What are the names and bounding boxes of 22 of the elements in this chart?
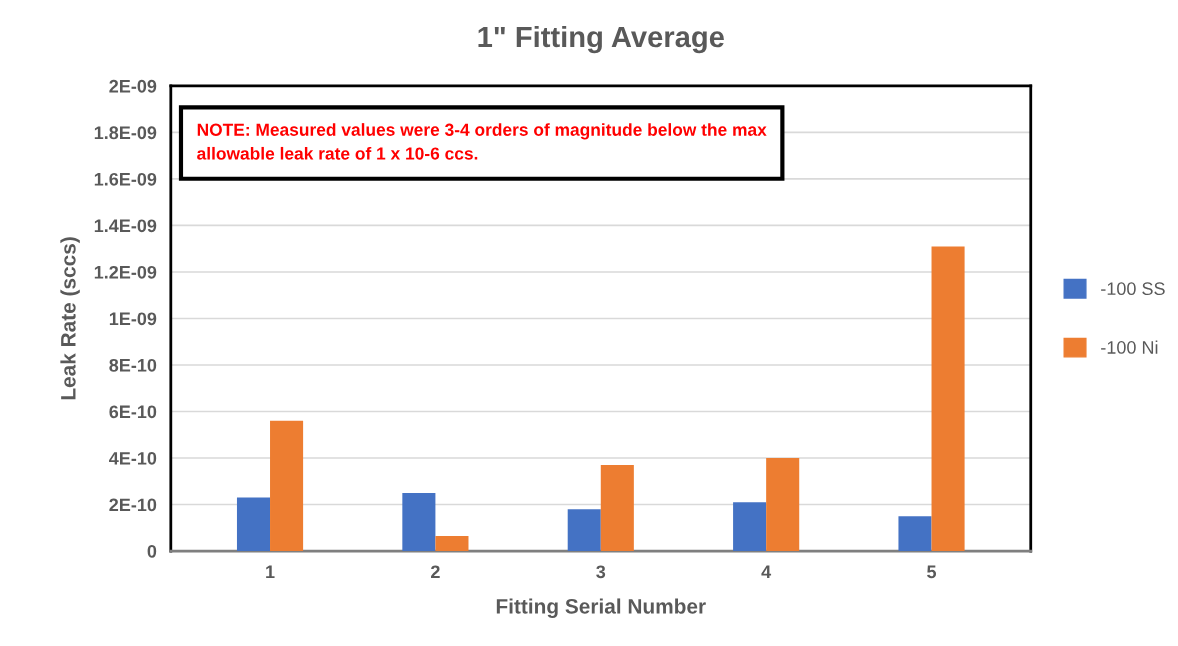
y-tick-label: 1.6E-09 bbox=[94, 172, 157, 186]
x-tick-label: 3 bbox=[596, 565, 606, 579]
y-tick-label: 1.4E-09 bbox=[94, 219, 157, 233]
y-tick-label: 0 bbox=[147, 544, 157, 558]
y-tick-label: 4E-10 bbox=[109, 451, 157, 465]
chart-title: 1" Fitting Average bbox=[478, 25, 724, 54]
annotation: NOTE: Measured values were 3-4 orders of magnitude below the max allowable leak rate of 1 x 10-6 ccs. bbox=[197, 123, 767, 160]
y-tick-label: 1.2E-09 bbox=[94, 265, 157, 279]
legend-label: -100 Ni bbox=[1101, 340, 1158, 354]
y-axis-title: Leak Rate (sccs) bbox=[60, 237, 80, 400]
x-tick-label: 2 bbox=[431, 565, 440, 579]
x-axis-title: Fitting Serial Number bbox=[496, 598, 706, 618]
legend-label: -100 SS bbox=[1101, 282, 1165, 296]
y-tick-label: 2E-09 bbox=[109, 79, 157, 93]
y-tick-label: 1E-09 bbox=[109, 312, 157, 326]
x-tick-label: 4 bbox=[761, 565, 772, 579]
y-tick-label: 1.8E-09 bbox=[94, 126, 157, 140]
y-tick-label: 6E-10 bbox=[109, 405, 157, 419]
x-tick-label: 1 bbox=[266, 565, 275, 579]
y-tick-label: 8E-10 bbox=[109, 358, 157, 372]
y-tick-label: 2E-10 bbox=[109, 498, 157, 512]
x-tick-label: 5 bbox=[927, 565, 937, 579]
